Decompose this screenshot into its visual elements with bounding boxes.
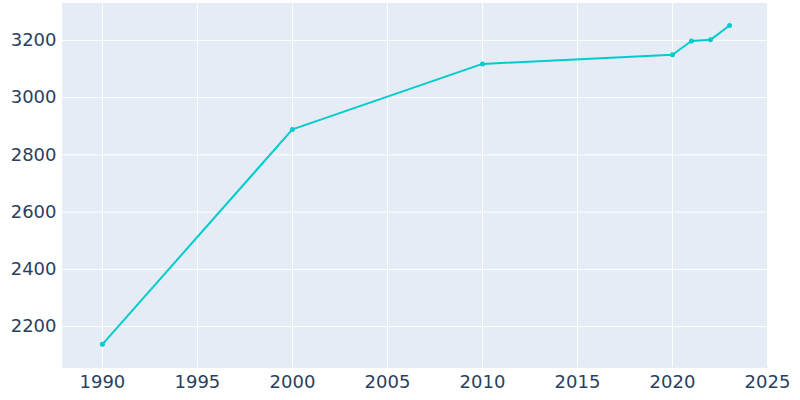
svg-text:2800: 2800	[11, 144, 57, 165]
svg-text:2600: 2600	[11, 201, 57, 222]
svg-text:2020: 2020	[650, 371, 696, 392]
svg-text:3200: 3200	[11, 29, 57, 50]
svg-text:2200: 2200	[11, 315, 57, 336]
svg-text:1995: 1995	[175, 371, 221, 392]
svg-text:1990: 1990	[79, 371, 125, 392]
svg-text:2000: 2000	[270, 371, 316, 392]
svg-text:2010: 2010	[460, 371, 506, 392]
svg-text:2015: 2015	[555, 371, 601, 392]
svg-text:2005: 2005	[365, 371, 411, 392]
svg-text:3000: 3000	[11, 86, 57, 107]
svg-text:2400: 2400	[11, 258, 57, 279]
svg-text:2025: 2025	[745, 371, 791, 392]
